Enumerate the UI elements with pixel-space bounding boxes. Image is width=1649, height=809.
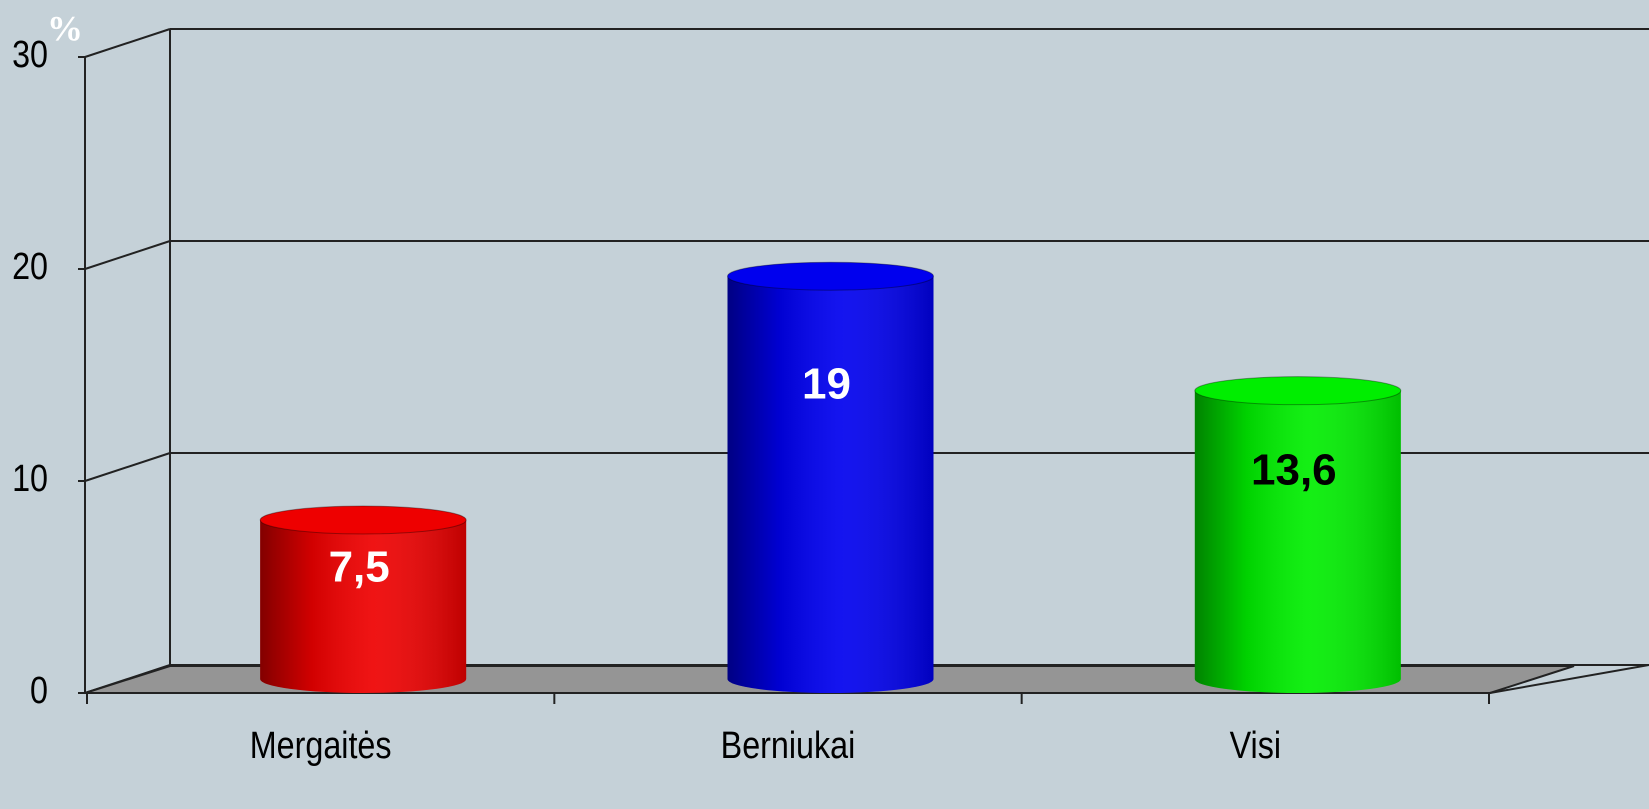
bar-shading bbox=[1194, 390, 1401, 694]
floor-edge bbox=[1489, 664, 1649, 694]
y-axis-label: % bbox=[47, 8, 83, 48]
x-tick-label: Visi bbox=[1230, 725, 1281, 767]
y-tick-label: 10 bbox=[12, 458, 48, 500]
value-label: 19 bbox=[802, 360, 851, 409]
x-tick-label: Mergaitės bbox=[250, 725, 392, 767]
y-tick-label: 20 bbox=[12, 246, 48, 288]
value-label: 13,6 bbox=[1251, 445, 1337, 494]
grid-line bbox=[84, 240, 171, 270]
value-label: 7,5 bbox=[329, 542, 390, 591]
bar-top bbox=[1194, 376, 1402, 406]
grid-line bbox=[84, 28, 171, 58]
x-tick-label: Berniukai bbox=[721, 725, 856, 767]
y-tick-label: 30 bbox=[12, 34, 48, 76]
y-tick-label: 0 bbox=[30, 670, 48, 712]
bar-top bbox=[259, 505, 467, 535]
bar-shading bbox=[260, 520, 467, 694]
bar-shading bbox=[727, 276, 934, 693]
grid-line bbox=[84, 452, 171, 482]
bar-top bbox=[727, 261, 934, 291]
